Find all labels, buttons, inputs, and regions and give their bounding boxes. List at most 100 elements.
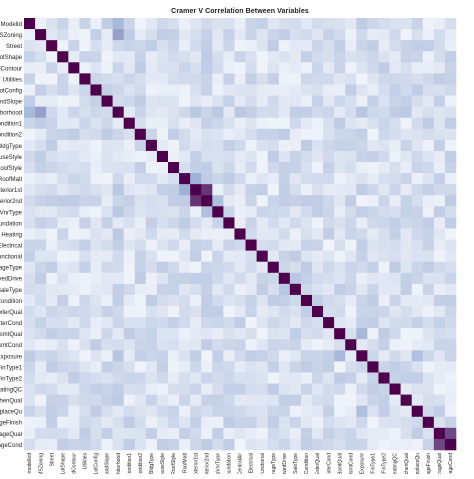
heatmap-cell: [400, 350, 412, 362]
heatmap-cell: [24, 272, 36, 285]
heatmap-cell: [400, 195, 412, 207]
heatmap-cell: [289, 261, 302, 274]
heatmap-cell: [400, 217, 412, 229]
heatmap-cell: [46, 84, 58, 96]
heatmap-cell: [367, 383, 379, 395]
heatmap-cell: [223, 339, 235, 351]
heatmap-cell: [123, 195, 136, 207]
heatmap-cell: [112, 195, 124, 207]
heatmap-cell: [145, 62, 158, 74]
heatmap-cell: [378, 438, 390, 451]
heatmap-cell: [79, 361, 91, 373]
heatmap-cell: [90, 438, 102, 451]
heatmap-cell: [134, 150, 147, 163]
heatmap-cell: [68, 283, 80, 296]
heatmap-cell: [433, 29, 446, 41]
heatmap-cell: [367, 106, 379, 118]
heatmap-cell: [112, 84, 124, 96]
heatmap-cell: [179, 73, 191, 85]
heatmap-cell: [123, 328, 136, 340]
heatmap-cell: [190, 250, 202, 262]
heatmap-cell: [400, 106, 412, 118]
heatmap-cell: [57, 306, 69, 318]
heatmap-cell: [201, 51, 213, 63]
heatmap-cell: [278, 51, 291, 63]
heatmap-cell: [323, 272, 335, 285]
heatmap-cell: [145, 261, 158, 274]
heatmap-cell: [112, 162, 124, 174]
heatmap-cell: [57, 228, 69, 240]
heatmap-cell: [267, 173, 280, 185]
heatmap-cell: [389, 84, 401, 96]
heatmap-cell: [400, 95, 412, 107]
heatmap-cell: [433, 18, 446, 30]
heatmap-cell: [79, 40, 91, 52]
heatmap-cell: [112, 339, 124, 351]
heatmap-cell: [444, 195, 457, 207]
heatmap-cell: [201, 261, 213, 274]
heatmap-cell: [411, 40, 424, 52]
heatmap-cell: [179, 250, 191, 262]
heatmap-cell: [24, 350, 36, 362]
heatmap-cell: [79, 372, 91, 384]
heatmap-cell: [134, 416, 147, 429]
heatmap-cell: [234, 173, 246, 185]
heatmap-cell: [312, 405, 324, 418]
heatmap-cell: [234, 239, 246, 251]
heatmap-cell: [411, 427, 424, 440]
heatmap-cell: [411, 283, 424, 296]
heatmap-cell: [46, 339, 58, 351]
heatmap-cell: [212, 294, 224, 307]
heatmap-cell: [323, 383, 335, 395]
column-tick-label: ExterQual: [315, 453, 321, 474]
heatmap-cell: [411, 18, 424, 30]
heatmap-cell: [79, 84, 91, 96]
heatmap-cell: [312, 217, 324, 229]
heatmap-cell: [46, 272, 58, 285]
heatmap-cell: [134, 261, 147, 274]
heatmap-cell: [145, 18, 158, 30]
heatmap-cell: [400, 73, 412, 85]
heatmap-cell: [378, 29, 390, 41]
heatmap-cell: [256, 150, 268, 163]
heatmap-cell: [156, 184, 169, 196]
heatmap-cell: [245, 283, 257, 296]
heatmap-cell: [323, 150, 335, 163]
heatmap-cell: [223, 206, 235, 218]
heatmap-cell: [101, 184, 113, 196]
heatmap-cell: [35, 18, 47, 30]
heatmap-cell: [323, 339, 335, 351]
heatmap-cell: [112, 394, 124, 406]
heatmap-cell: [411, 239, 424, 251]
heatmap-cell: [389, 416, 401, 429]
heatmap-cell: [46, 139, 58, 152]
heatmap-cell: [212, 29, 224, 41]
heatmap-cell: [334, 173, 346, 185]
heatmap-cell: [79, 261, 91, 274]
heatmap-cell: [400, 372, 412, 384]
heatmap-cell: [123, 339, 136, 351]
heatmap-cell: [278, 139, 291, 152]
heatmap-cell: [190, 283, 202, 296]
row-tick-label: MSZoning: [0, 33, 22, 39]
heatmap-cell: [378, 272, 390, 285]
heatmap-cell: [156, 150, 169, 163]
row-tick-label: PavedDrive: [0, 277, 23, 283]
heatmap-cell: [68, 261, 80, 274]
heatmap-cell: [312, 306, 324, 318]
heatmap-cell: [312, 139, 324, 152]
column-tick-label: HouseStyle: [160, 453, 166, 474]
heatmap-cell: [201, 383, 213, 395]
heatmap-cell: [145, 206, 158, 218]
heatmap-cell: [46, 106, 58, 118]
heatmap-cell: [245, 18, 257, 30]
heatmap-cell: [323, 228, 335, 240]
heatmap-cell: [101, 294, 113, 307]
heatmap-cell: [245, 139, 257, 152]
heatmap-cell: [179, 18, 191, 30]
column-tick-label: Street: [49, 452, 55, 466]
heatmap-cell: [356, 427, 368, 440]
row-tick-label: SaleType: [0, 288, 23, 294]
heatmap-cell: [101, 173, 113, 185]
heatmap-cell: [156, 95, 169, 107]
